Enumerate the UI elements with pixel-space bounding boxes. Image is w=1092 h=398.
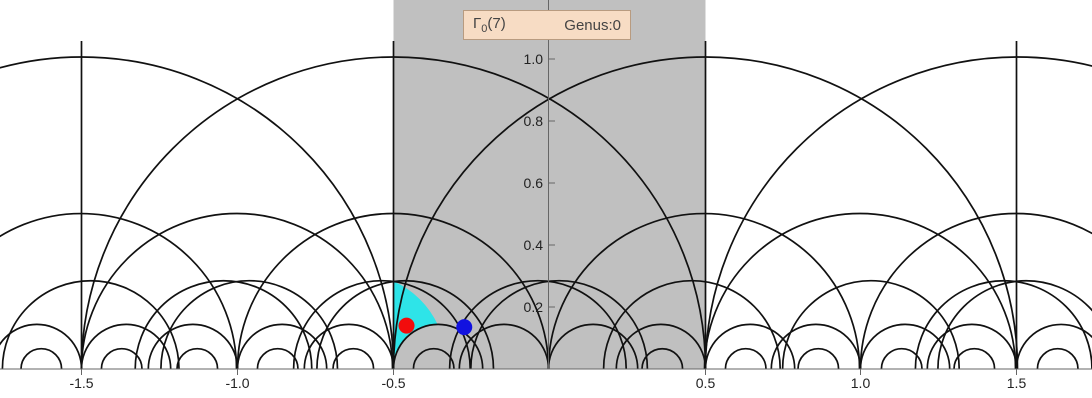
x-tick-label: -1.5 bbox=[69, 375, 93, 391]
y-tick-label: 0.8 bbox=[524, 113, 544, 129]
geodesic-arcs bbox=[0, 41, 1092, 370]
axes bbox=[0, 0, 1092, 375]
x-tick-label: 1.5 bbox=[1007, 375, 1027, 391]
y-tick-label: 0.2 bbox=[524, 299, 544, 315]
group-subscript: 0 bbox=[481, 23, 488, 35]
x-tick-labels: -1.5 -1.0 -0.5 0.5 1.0 1.5 bbox=[69, 375, 1026, 391]
blue-point bbox=[456, 319, 473, 336]
x-tick-label: 0.5 bbox=[696, 375, 716, 391]
y-tick-labels: 0.2 0.4 0.6 0.8 1.0 bbox=[524, 51, 544, 315]
fundamental-region bbox=[393, 281, 438, 360]
points-layer bbox=[398, 317, 473, 336]
group-argument: (7) bbox=[487, 15, 506, 32]
x-tick-label: -0.5 bbox=[381, 375, 405, 391]
y-tick-label: 0.4 bbox=[524, 237, 544, 253]
y-tick-label: 1.0 bbox=[524, 51, 544, 67]
fundamental-strip bbox=[393, 0, 706, 369]
y-tick-label: 0.6 bbox=[524, 175, 544, 191]
group-label-box: Γ0(7) Genus:0 bbox=[463, 10, 631, 40]
group-name: Γ0(7) bbox=[473, 15, 506, 35]
red-point bbox=[398, 317, 415, 334]
group-symbol: Γ bbox=[473, 15, 482, 32]
x-tick-label: 1.0 bbox=[851, 375, 871, 391]
genus-label: Genus:0 bbox=[564, 16, 621, 34]
x-tick-label: -1.0 bbox=[225, 375, 249, 391]
